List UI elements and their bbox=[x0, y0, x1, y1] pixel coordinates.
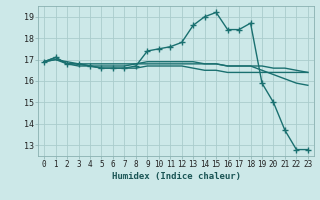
X-axis label: Humidex (Indice chaleur): Humidex (Indice chaleur) bbox=[111, 172, 241, 181]
